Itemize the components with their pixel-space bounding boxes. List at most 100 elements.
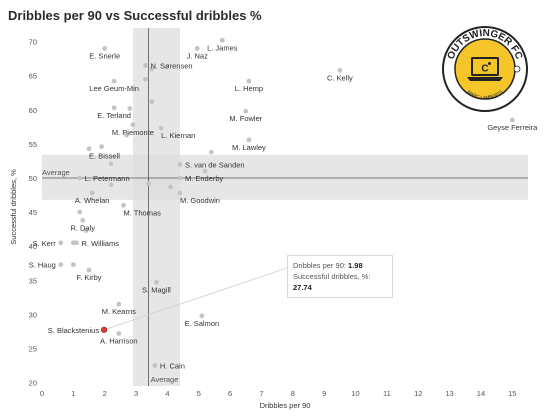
x-average-band: [132, 28, 180, 386]
y-average-band: [42, 154, 528, 200]
tooltip-x-value: 1.98: [348, 261, 363, 270]
point-label: S. Magill: [142, 285, 171, 294]
data-point: [89, 190, 95, 196]
tooltip-y-value: 27.74: [293, 283, 312, 292]
laptop-icon: C: [467, 57, 503, 81]
x-tick-label: 3: [134, 389, 138, 398]
data-point: [77, 209, 83, 215]
point-label: M. Thomas: [124, 208, 162, 217]
data-point: [194, 46, 200, 51]
data-point: [116, 331, 122, 336]
x-tick-label: 1: [71, 389, 75, 398]
data-point: [199, 313, 205, 319]
data-point: [58, 262, 64, 268]
y-tick-label: 30: [29, 310, 37, 319]
data-point: [124, 132, 130, 138]
y-tick-label: 65: [29, 72, 37, 81]
data-point: [102, 46, 108, 51]
data-point: [509, 117, 515, 123]
x-tick-label: 11: [383, 389, 391, 398]
y-tick-label: 20: [29, 379, 37, 388]
point-label: L. Hemp: [235, 84, 263, 93]
data-point: [152, 363, 158, 368]
point-label: L. Petermann: [85, 174, 130, 183]
tooltip-connector: [103, 267, 288, 331]
data-point: [83, 228, 89, 233]
x-average-label: Average: [151, 375, 179, 384]
point-label: J. Naz: [187, 51, 209, 60]
x-tick-label: 12: [414, 389, 422, 398]
point-label: M. Enderby: [185, 174, 224, 183]
x-tick-label: 15: [508, 389, 516, 398]
data-point: [154, 279, 159, 285]
data-point: [243, 108, 249, 114]
data-point: [116, 301, 122, 307]
data-point: [99, 144, 104, 150]
x-axis-title: Dribbles per 90: [260, 401, 311, 410]
point-label: R. Daly: [70, 223, 95, 232]
data-point: [208, 149, 214, 155]
point-label: S. Kerr: [32, 239, 56, 248]
tooltip: Dribbles per 90: 1.98 Successful dribble…: [287, 255, 393, 298]
y-tick-label: 25: [29, 344, 37, 353]
data-point: [177, 175, 183, 181]
data-point: [86, 146, 92, 152]
x-tick-label: 13: [445, 389, 453, 398]
point-label: R. Williams: [81, 239, 119, 248]
tooltip-y-label: Successful dribbles, %:: [293, 272, 371, 281]
data-point: [130, 122, 136, 128]
data-point: [127, 106, 133, 111]
point-label: S. van de Sanden: [185, 160, 245, 169]
data-point: [246, 137, 252, 143]
data-point: [143, 63, 148, 68]
data-point: [337, 67, 343, 73]
data-point: [149, 66, 155, 72]
point-label: M. Piemonte: [112, 128, 154, 137]
data-point: [143, 76, 148, 82]
data-point: [202, 168, 208, 174]
data-point: [219, 37, 225, 43]
y-tick-label: 45: [29, 208, 37, 217]
y-tick-label: 40: [29, 242, 37, 251]
point-label: C. Kelly: [327, 73, 353, 82]
x-tick-label: 4: [165, 389, 169, 398]
x-tick-label: 7: [259, 389, 263, 398]
y-tick-label: 50: [29, 174, 37, 183]
point-label: L. Kiernan: [161, 131, 195, 140]
x-tick-label: 8: [291, 389, 295, 398]
point-label: H. Cain: [160, 362, 185, 371]
data-point: [111, 78, 117, 84]
y-tick-label: 55: [29, 140, 37, 149]
point-label: A. Harrison: [100, 336, 138, 345]
x-tick-label: 0: [40, 389, 44, 398]
data-point: [146, 181, 152, 186]
tooltip-x-row: Dribbles per 90: 1.98: [293, 260, 387, 271]
point-label: E. Salmon: [185, 319, 220, 328]
data-point: [149, 99, 155, 105]
data-point: [121, 202, 126, 208]
logo-ball-icon: [513, 65, 521, 73]
x-tick-label: 2: [103, 389, 107, 398]
data-point: [86, 267, 92, 273]
point-label: Lee Geum-Min: [89, 84, 139, 93]
data-point: [58, 240, 64, 246]
point-label: Geyse Ferreira: [487, 123, 538, 132]
data-point: [108, 182, 114, 188]
highlighted-point: [100, 326, 108, 333]
point-label: L. James: [207, 43, 238, 52]
tooltip-connector-line: [103, 267, 288, 331]
point-label: M. Kearns: [102, 307, 136, 316]
x-tick-label: 6: [228, 389, 232, 398]
data-point: [77, 175, 83, 181]
data-point: [177, 161, 183, 167]
y-average-label: Average: [42, 168, 70, 177]
y-tick-label: 35: [29, 276, 37, 285]
y-axis-title: Successful dribbles, %: [9, 169, 18, 245]
data-point: [108, 161, 114, 167]
data-point: [111, 105, 117, 111]
reference-lines: Average Average: [42, 28, 528, 386]
y-tick-label: 60: [29, 106, 37, 115]
axes: 0 1 2 3 4 5 6 7 8 9 10 11 12 13 14 15202530354045505560…: [9, 38, 516, 410]
data-point: [177, 190, 183, 196]
